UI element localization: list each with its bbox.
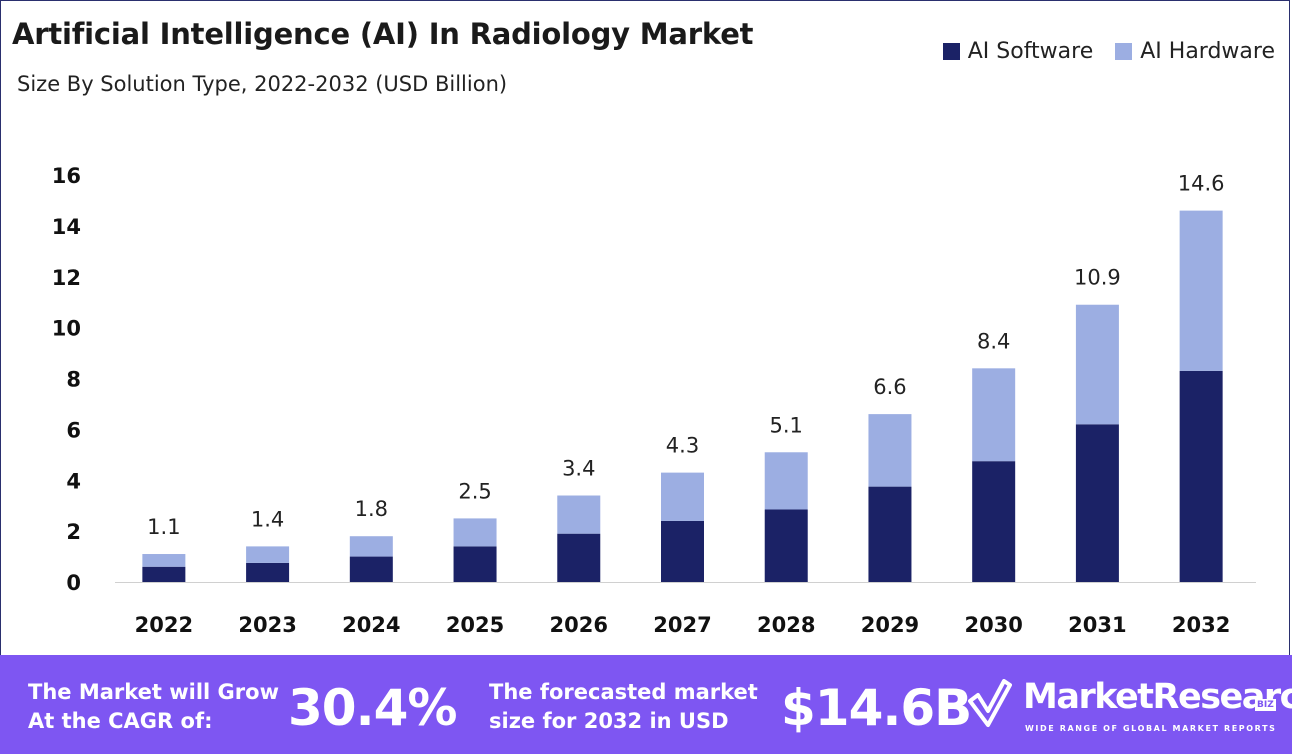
total-label: 4.3	[666, 434, 699, 458]
bar-segment-ai-software	[661, 520, 704, 582]
legend-item-ai-software: AI Software	[942, 39, 1094, 64]
bar-segment-ai-software	[557, 533, 601, 582]
total-label: 6.6	[873, 375, 906, 399]
bar-segment-ai-hardware	[661, 472, 704, 521]
total-label: 5.1	[770, 413, 803, 437]
bar-segment-ai-software	[142, 566, 186, 582]
bar-segment-ai-hardware	[142, 554, 186, 567]
bars	[142, 210, 1223, 582]
bar-segment-ai-hardware	[972, 368, 1016, 462]
bar-segment-ai-hardware	[349, 536, 393, 557]
total-label: 2.5	[458, 479, 491, 503]
y-axis-ticks: 0 2 4 6 8 10 12 14 16	[52, 164, 81, 595]
x-tick-label: 2031	[1068, 613, 1126, 637]
y-tick-label: 16	[52, 164, 81, 188]
footer-banner: The Market will Grow At the CAGR of: 30.…	[0, 655, 1292, 754]
y-tick-label: 10	[52, 317, 81, 341]
x-tick-label: 2032	[1172, 613, 1230, 637]
total-label: 14.6	[1178, 172, 1225, 196]
legend-label-ai-hardware: AI Hardware	[1140, 39, 1275, 64]
bar-segment-ai-hardware	[453, 518, 497, 547]
bar-segment-ai-software	[972, 461, 1016, 582]
brand-name: MarketResearch	[1023, 677, 1292, 717]
bar-segment-ai-software	[246, 562, 290, 582]
total-label: 3.4	[562, 457, 595, 481]
checkmark-logo-icon	[968, 679, 1012, 727]
x-tick-label: 2026	[550, 613, 608, 637]
cagr-value: 30.4%	[288, 679, 457, 737]
x-tick-label: 2022	[135, 613, 193, 637]
cagr-caption-line2: At the CAGR of:	[28, 709, 213, 733]
bar-segment-ai-hardware	[246, 546, 290, 563]
x-tick-label: 2023	[238, 613, 296, 637]
y-tick-label: 6	[66, 418, 81, 442]
total-label: 8.4	[977, 329, 1010, 353]
brand-badge: BIZ	[1255, 699, 1276, 711]
cagr-caption: The Market will Grow At the CAGR of:	[28, 678, 279, 736]
bar-chart: 0 2 4 6 8 10 12 14 16 1.1 1.4 1.8 2.5 3.4 4.3 5.1 6.6 8.…	[52, 164, 1256, 637]
legend-item-ai-hardware: AI Hardware	[1115, 39, 1275, 64]
y-tick-label: 14	[52, 215, 81, 239]
y-tick-label: 8	[66, 368, 81, 392]
bar-segment-ai-software	[764, 509, 808, 582]
x-tick-label: 2025	[446, 613, 504, 637]
x-tick-label: 2030	[964, 613, 1022, 637]
bar-segment-ai-hardware	[557, 495, 601, 534]
total-label: 1.8	[355, 497, 388, 521]
x-tick-label: 2027	[653, 613, 711, 637]
forecast-value: $14.6B	[781, 679, 972, 737]
chart-subtitle: Size By Solution Type, 2022-2032 (USD Bi…	[17, 72, 508, 96]
total-labels: 1.1 1.4 1.8 2.5 3.4 4.3 5.1 6.6 8.4 10.9 14.6	[147, 172, 1224, 539]
x-axis-labels: 2022 2023 2024 2025 2026 2027 2028 2029 2030 2031…	[135, 613, 1231, 637]
forecast-caption-line1: The forecasted market	[489, 680, 758, 704]
y-tick-label: 0	[66, 571, 81, 595]
total-label: 10.9	[1074, 266, 1121, 290]
bar-segment-ai-hardware	[1075, 304, 1119, 425]
legend-label-ai-software: AI Software	[967, 39, 1094, 64]
bar-segment-ai-software	[349, 556, 393, 582]
bar-segment-ai-software	[1075, 424, 1119, 582]
bar-segment-ai-software	[453, 546, 497, 582]
chart-title: Artificial Intelligence (AI) In Radiolog…	[12, 17, 754, 51]
x-tick-label: 2028	[757, 613, 815, 637]
bar-segment-ai-software	[868, 486, 912, 582]
bar-segment-ai-hardware	[868, 414, 912, 487]
cagr-caption-line1: The Market will Grow	[28, 680, 279, 704]
brand-logo: MarketResearch BIZ WIDE RANGE OF GLOBAL …	[968, 677, 1292, 741]
total-label: 1.1	[147, 515, 180, 539]
x-tick-label: 2029	[861, 613, 919, 637]
y-tick-label: 4	[66, 469, 81, 493]
total-label: 1.4	[251, 507, 284, 531]
legend-swatch-ai-software	[942, 43, 960, 60]
bar-segment-ai-hardware	[764, 452, 808, 510]
y-tick-label: 2	[66, 520, 81, 544]
legend: AI Software AI Hardware	[942, 39, 1275, 64]
brand-tagline: WIDE RANGE OF GLOBAL MARKET REPORTS	[1025, 724, 1277, 733]
forecast-caption-line2: size for 2032 in USD	[489, 709, 729, 733]
legend-swatch-ai-hardware	[1115, 43, 1133, 60]
x-tick-label: 2024	[342, 613, 400, 637]
y-tick-label: 12	[52, 266, 81, 290]
bar-segment-ai-software	[1179, 370, 1223, 582]
forecast-caption: The forecasted market size for 2032 in U…	[489, 678, 758, 736]
bar-segment-ai-hardware	[1179, 210, 1223, 371]
